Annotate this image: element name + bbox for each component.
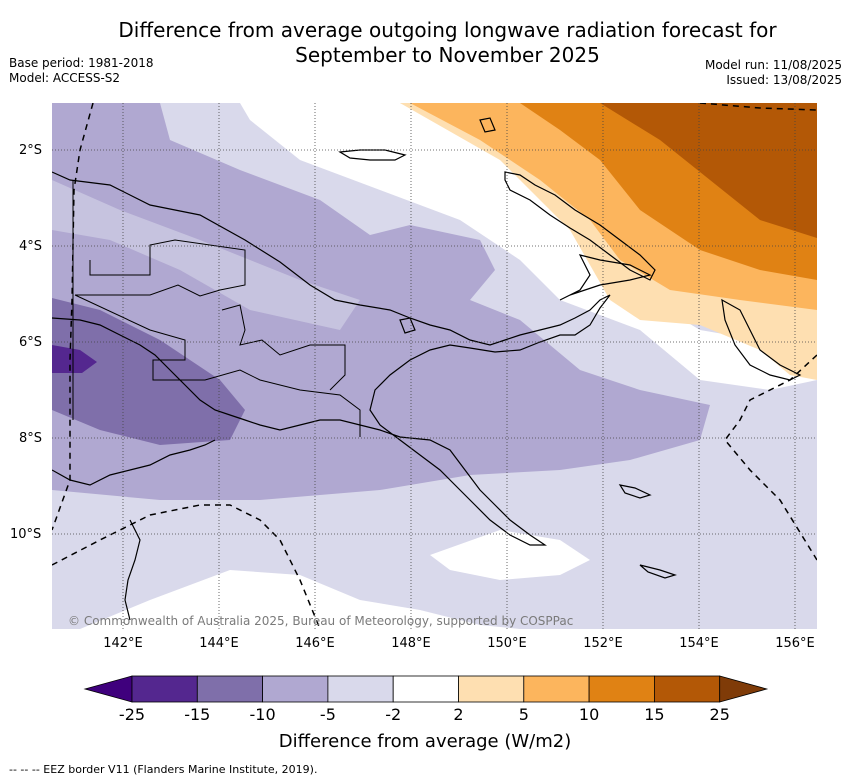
colorbar-tick: 2	[453, 705, 464, 724]
lat-label: 2°S	[19, 143, 43, 158]
lon-label: 146°E	[295, 636, 335, 651]
issued-date: Issued: 13/08/2025	[726, 73, 842, 87]
lat-label: 10°S	[10, 527, 42, 542]
colorbar-extend-low	[83, 675, 133, 703]
colorbar-extend-high	[719, 675, 769, 703]
lon-label: 144°E	[199, 636, 239, 651]
band-minus25-to-minus15	[52, 345, 97, 373]
lat-label: 4°S	[19, 239, 43, 254]
model-run: Model run: 11/08/2025	[704, 58, 842, 72]
colorbar-tick: -2	[385, 705, 402, 724]
colorbar-segment	[327, 675, 394, 703]
band-neutral-south	[80, 570, 520, 629]
colorbar-tick: 25	[709, 705, 730, 724]
island-north	[479, 117, 496, 133]
bougainville	[721, 298, 802, 381]
new-ireland	[504, 171, 656, 281]
island-small	[399, 317, 416, 334]
copyright-notice: © Commonwealth of Australia 2025, Bureau…	[68, 614, 574, 628]
southern-coast	[52, 439, 216, 486]
colorbar-tick: 15	[644, 705, 665, 724]
eez-south	[52, 504, 321, 629]
colorbar-tick: -25	[118, 705, 146, 724]
meta-left: Base period: 1981-2018 Model: ACCESS-S2	[9, 56, 154, 86]
colorbar-segment	[588, 675, 655, 703]
colorbar-segment	[654, 675, 721, 703]
colorbar-segment	[523, 675, 590, 703]
map-title: Difference from average outgoing longwav…	[95, 18, 800, 68]
eez-legend: -- -- -- EEZ border V11 (Flanders Marine…	[9, 763, 318, 776]
new-britain-east	[559, 254, 652, 301]
lat-label: 8°S	[19, 431, 43, 446]
title-line-1: Difference from average outgoing longwav…	[118, 18, 777, 42]
colorbar-tick: -15	[184, 705, 211, 724]
band-neutral-gulf	[430, 530, 590, 580]
eez-north	[699, 103, 817, 111]
lon-label: 154°E	[679, 636, 719, 651]
colorbar-segment	[458, 675, 525, 703]
colorbar-segment	[196, 675, 264, 703]
eez-east	[724, 354, 817, 561]
colorbar-tick: 5	[518, 705, 529, 724]
map-field	[52, 103, 817, 629]
lon-label: 142°E	[103, 636, 143, 651]
solomon-south	[639, 564, 677, 579]
lon-label: 156°E	[775, 636, 815, 651]
border-lines-2	[221, 304, 346, 391]
colorbar-label: Difference from average (W/m2)	[278, 731, 572, 752]
colorbar-segment	[262, 675, 329, 703]
band-minus15-to-minus10	[52, 298, 245, 445]
band-15-to-25	[600, 103, 817, 238]
colorbar-segment	[131, 675, 198, 703]
lon-label: 152°E	[583, 636, 623, 651]
colorbar-tick: 10	[578, 705, 600, 724]
base-period: Base period: 1981-2018	[9, 56, 154, 70]
colorbar-segments	[83, 675, 769, 703]
colorbar-tick: -5	[319, 705, 336, 724]
model-name: Model: ACCESS-S2	[9, 71, 121, 85]
meta-right: Model run: 11/08/2025 Issued: 13/08/2025	[705, 58, 842, 88]
province-borders	[72, 180, 361, 437]
title-line-2: September to November 2025	[295, 43, 600, 67]
gridlines	[52, 103, 817, 629]
cape-york	[124, 519, 141, 621]
new-guinea-coast	[52, 171, 611, 546]
louisiade-islands	[618, 484, 652, 499]
coastlines	[52, 117, 802, 621]
lon-label: 150°E	[487, 636, 527, 651]
colorbar-tick: -10	[249, 705, 276, 724]
border-lines	[72, 180, 361, 437]
band-minus5-lobe	[52, 103, 360, 330]
lat-label: 6°S	[19, 335, 43, 350]
colorbar-segment	[392, 675, 459, 703]
lon-label: 148°E	[391, 636, 431, 651]
